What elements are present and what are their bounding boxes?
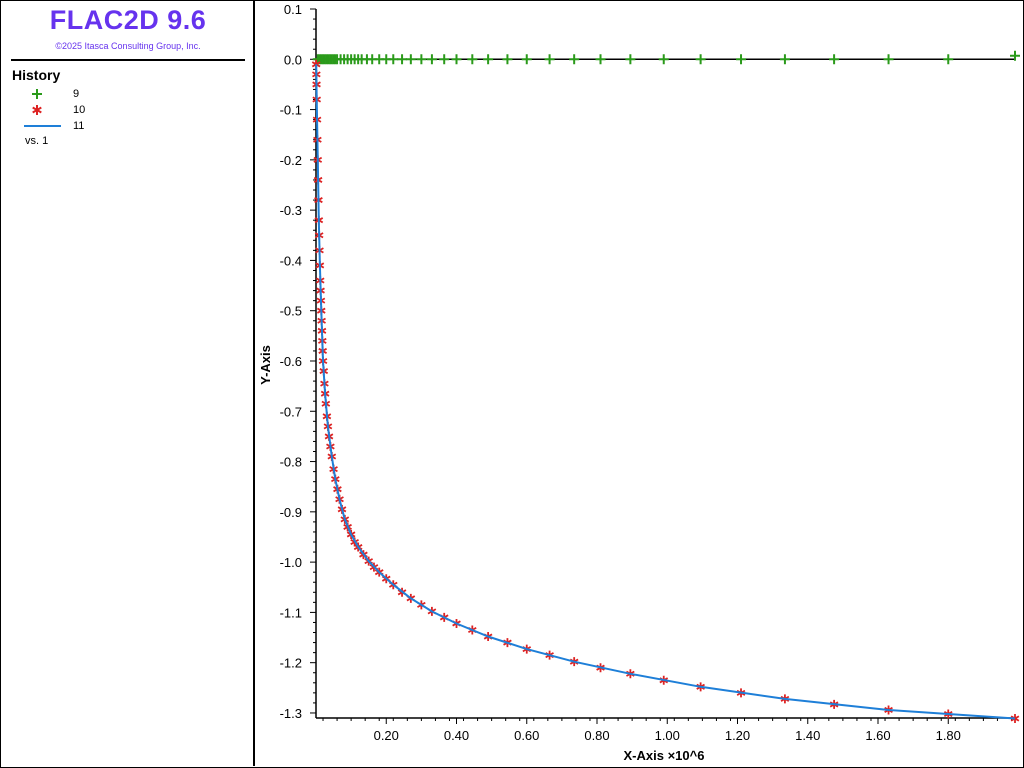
- y-tick-label: 0.1: [284, 2, 302, 17]
- plus-marker: [779, 54, 790, 65]
- plus-marker: [467, 54, 478, 65]
- plus-marker: [595, 54, 606, 65]
- app-title: FLAC2D 9.6: [49, 5, 207, 35]
- plus-marker: [388, 54, 399, 65]
- plus-marker: [521, 54, 532, 65]
- plus-marker: [658, 54, 669, 65]
- plot-series: [311, 50, 1020, 724]
- plus-marker: [544, 54, 555, 65]
- y-tick-label: -0.5: [280, 304, 302, 319]
- x-tick-label: 0.20: [374, 728, 399, 743]
- asterisk-marker: [1010, 714, 1020, 724]
- legend-label-11: 11: [73, 120, 85, 132]
- y-tick-label: 0.0: [284, 52, 302, 67]
- plus-marker: [426, 54, 437, 65]
- y-tick-label: -0.9: [280, 505, 302, 520]
- series-line-11: [315, 64, 1016, 720]
- plus-marker: [397, 54, 408, 65]
- asterisk-marker-icon: [32, 105, 42, 115]
- x-tick-label: 0.60: [514, 728, 539, 743]
- series-9: [312, 50, 1020, 65]
- plus-marker-icon: [32, 89, 42, 99]
- y-tick-label: -0.8: [280, 455, 302, 470]
- plus-marker: [829, 54, 840, 65]
- plot-axes: 0.1 0.0 -0.1 -0.2 -0.3 -0.4 -0.5 -0.6 -0.7 -0.8 -0…: [280, 2, 1015, 743]
- plus-marker: [502, 54, 513, 65]
- y-tick-label: -1.0: [280, 555, 302, 570]
- history-heading: History: [12, 67, 61, 83]
- x-tick-label: 0.80: [584, 728, 609, 743]
- y-tick-label: -0.6: [280, 354, 302, 369]
- y-tick-label: -1.3: [280, 706, 302, 721]
- y-tick-label: -1.1: [280, 605, 302, 620]
- plus-marker: [405, 54, 416, 65]
- line-marker-icon: [24, 125, 61, 127]
- plus-marker: [736, 54, 747, 65]
- y-axis-label: Y-Axis: [258, 345, 273, 385]
- plus-marker: [1010, 50, 1020, 61]
- x-tick-label: 1.80: [936, 728, 961, 743]
- history-plot: 0.1 0.0 -0.1 -0.2 -0.3 -0.4 -0.5 -0.6 -0.7 -0.8 -0…: [258, 2, 1020, 763]
- legend-panel: FLAC2D 9.6 ©2025 Itasca Consulting Group…: [1, 1, 255, 766]
- legend-item-9: 9: [21, 86, 221, 102]
- x-tick-label: 1.40: [795, 728, 820, 743]
- plus-marker: [416, 54, 427, 65]
- vs-label: vs. 1: [25, 135, 49, 147]
- y-tick-label: -0.1: [280, 103, 302, 118]
- legend-label-10: 10: [73, 104, 86, 116]
- x-tick-label: 1.20: [725, 728, 750, 743]
- x-tick-label: 1.60: [865, 728, 890, 743]
- y-tick-label: -0.2: [280, 153, 302, 168]
- x-tick-label: 0.40: [444, 728, 469, 743]
- legend-item-11: 11: [21, 118, 221, 134]
- plus-marker: [451, 54, 462, 65]
- series-10: [311, 59, 1020, 724]
- plus-marker: [695, 54, 706, 65]
- plus-marker: [943, 54, 954, 65]
- plus-marker: [439, 54, 450, 65]
- x-tick-label: 1.00: [655, 728, 680, 743]
- y-tick-label: -0.7: [280, 404, 302, 419]
- plus-marker: [569, 54, 580, 65]
- legend-divider: [11, 59, 245, 61]
- plus-marker: [625, 54, 636, 65]
- plus-marker: [483, 54, 494, 65]
- copyright-text: ©2025 Itasca Consulting Group, Inc.: [55, 41, 201, 51]
- x-axis-label: X-Axis ×10^6: [624, 748, 705, 763]
- series-11: [315, 64, 1016, 720]
- y-tick-label: -0.3: [280, 203, 302, 218]
- y-tick-label: -0.4: [280, 253, 302, 268]
- legend-label-9: 9: [73, 88, 80, 100]
- plus-marker: [883, 54, 894, 65]
- legend-item-10: 10: [21, 102, 221, 118]
- y-tick-label: -1.2: [280, 656, 302, 671]
